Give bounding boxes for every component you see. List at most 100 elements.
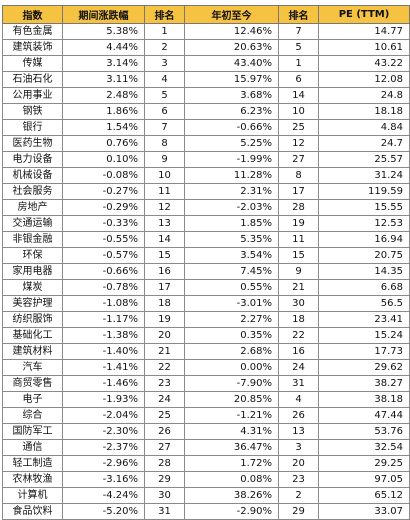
ytd-rank-cell: 18 xyxy=(278,311,319,328)
ytd-rank-cell: 8 xyxy=(278,167,319,184)
ytd-rank-cell: 17 xyxy=(278,183,319,200)
table-row: 煤炭 -0.78% 17 0.55% 21 6.68 xyxy=(2,279,410,296)
period-rank-cell: 5 xyxy=(144,87,185,104)
period-change-cell: 1.54% xyxy=(62,119,145,136)
industry-name-cell: 社会服务 xyxy=(2,183,63,200)
period-change-cell: -0.27% xyxy=(62,183,145,200)
industry-name-cell: 农林牧渔 xyxy=(2,471,63,488)
period-change-cell: -1.38% xyxy=(62,327,145,344)
industry-name-cell: 公用事业 xyxy=(2,87,63,104)
period-change-cell: -1.17% xyxy=(62,311,145,328)
pe-ttm-cell: 6.68 xyxy=(318,279,410,296)
ytd-change-cell: 38.26% xyxy=(184,487,279,504)
industry-name-cell: 汽车 xyxy=(2,359,63,376)
ytd-change-cell: 3.54% xyxy=(184,247,279,264)
header-ytd: 年初至今 xyxy=(184,5,279,24)
pe-ttm-cell: 15.55 xyxy=(318,199,410,216)
pe-ttm-cell: 24.7 xyxy=(318,135,410,152)
period-change-cell: 2.48% xyxy=(62,87,145,104)
table-row: 石油石化 3.11% 4 15.97% 6 12.08 xyxy=(2,71,410,88)
pe-ttm-cell: 14.77 xyxy=(318,23,410,40)
pe-ttm-cell: 29.62 xyxy=(318,359,410,376)
industry-name-cell: 商贸零售 xyxy=(2,375,63,392)
ytd-rank-cell: 11 xyxy=(278,231,319,248)
period-change-cell: -1.46% xyxy=(62,375,145,392)
table-row: 传媒 3.14% 3 43.40% 1 43.22 xyxy=(2,55,410,72)
ytd-change-cell: 11.28% xyxy=(184,167,279,184)
table-row: 轻工制造 -2.96% 28 1.72% 20 29.25 xyxy=(2,455,410,472)
industry-name-cell: 建筑装饰 xyxy=(2,39,63,56)
ytd-change-cell: 0.08% xyxy=(184,471,279,488)
ytd-change-cell: -2.90% xyxy=(184,503,279,520)
ytd-rank-cell: 15 xyxy=(278,247,319,264)
period-rank-cell: 21 xyxy=(144,343,185,360)
table-row: 农林牧渔 -3.16% 29 0.08% 23 97.05 xyxy=(2,471,410,488)
period-change-cell: -2.04% xyxy=(62,407,145,424)
industry-name-cell: 煤炭 xyxy=(2,279,63,296)
period-rank-cell: 1 xyxy=(144,23,185,40)
ytd-rank-cell: 3 xyxy=(278,439,319,456)
industry-name-cell: 家用电器 xyxy=(2,263,63,280)
period-change-cell: -2.96% xyxy=(62,455,145,472)
period-rank-cell: 2 xyxy=(144,39,185,56)
table-row: 公用事业 2.48% 5 3.68% 14 24.8 xyxy=(2,87,410,104)
period-change-cell: -3.16% xyxy=(62,471,145,488)
pe-ttm-cell: 12.53 xyxy=(318,215,410,232)
period-change-cell: -4.24% xyxy=(62,487,145,504)
industry-name-cell: 食品饮料 xyxy=(2,503,63,520)
industry-name-cell: 电力设备 xyxy=(2,151,63,168)
ytd-change-cell: 5.35% xyxy=(184,231,279,248)
table-row: 通信 -2.37% 27 36.47% 3 32.54 xyxy=(2,439,410,456)
ytd-change-cell: 3.68% xyxy=(184,87,279,104)
industry-name-cell: 钢铁 xyxy=(2,103,63,120)
industry-name-cell: 银行 xyxy=(2,119,63,136)
ytd-rank-cell: 28 xyxy=(278,199,319,216)
header-period-change: 期间涨跌幅 xyxy=(62,5,145,24)
table-row: 建筑材料 -1.40% 21 2.68% 16 17.73 xyxy=(2,343,410,360)
period-change-cell: 1.86% xyxy=(62,103,145,120)
industry-name-cell: 传媒 xyxy=(2,55,63,72)
period-rank-cell: 28 xyxy=(144,455,185,472)
table-row: 综合 -2.04% 25 -1.21% 26 47.44 xyxy=(2,407,410,424)
table-row: 非银金融 -0.55% 14 5.35% 11 16.94 xyxy=(2,231,410,248)
pe-ttm-cell: 32.54 xyxy=(318,439,410,456)
ytd-change-cell: 2.68% xyxy=(184,343,279,360)
pe-ttm-cell: 97.05 xyxy=(318,471,410,488)
ytd-change-cell: 0.35% xyxy=(184,327,279,344)
pe-ttm-cell: 25.57 xyxy=(318,151,410,168)
ytd-change-cell: 15.97% xyxy=(184,71,279,88)
period-change-cell: 0.10% xyxy=(62,151,145,168)
period-rank-cell: 12 xyxy=(144,199,185,216)
pe-ttm-cell: 14.35 xyxy=(318,263,410,280)
ytd-change-cell: 4.31% xyxy=(184,423,279,440)
period-rank-cell: 25 xyxy=(144,407,185,424)
period-rank-cell: 9 xyxy=(144,151,185,168)
period-rank-cell: 13 xyxy=(144,215,185,232)
ytd-change-cell: 7.45% xyxy=(184,263,279,280)
ytd-rank-cell: 6 xyxy=(278,71,319,88)
pe-ttm-cell: 43.22 xyxy=(318,55,410,72)
pe-ttm-cell: 4.84 xyxy=(318,119,410,136)
period-rank-cell: 15 xyxy=(144,247,185,264)
period-rank-cell: 23 xyxy=(144,375,185,392)
ytd-change-cell: 20.85% xyxy=(184,391,279,408)
period-rank-cell: 10 xyxy=(144,167,185,184)
table-row: 环保 -0.57% 15 3.54% 15 20.75 xyxy=(2,247,410,264)
ytd-change-cell: -3.01% xyxy=(184,295,279,312)
table-row: 基础化工 -1.38% 20 0.35% 22 15.24 xyxy=(2,327,410,344)
pe-ttm-cell: 65.12 xyxy=(318,487,410,504)
ytd-rank-cell: 5 xyxy=(278,39,319,56)
pe-ttm-cell: 18.18 xyxy=(318,103,410,120)
period-rank-cell: 22 xyxy=(144,359,185,376)
table-row: 计算机 -4.24% 30 38.26% 2 65.12 xyxy=(2,487,410,504)
ytd-change-cell: -1.99% xyxy=(184,151,279,168)
pe-ttm-cell: 53.76 xyxy=(318,423,410,440)
ytd-rank-cell: 13 xyxy=(278,423,319,440)
period-change-cell: 5.38% xyxy=(62,23,145,40)
pe-ttm-cell: 10.61 xyxy=(318,39,410,56)
ytd-rank-cell: 23 xyxy=(278,471,319,488)
table-header-row: 指数 期间涨跌幅 排名 年初至今 排名 PE (TTM) xyxy=(2,5,410,24)
ytd-rank-cell: 9 xyxy=(278,263,319,280)
period-change-cell: -0.55% xyxy=(62,231,145,248)
ytd-change-cell: 0.55% xyxy=(184,279,279,296)
